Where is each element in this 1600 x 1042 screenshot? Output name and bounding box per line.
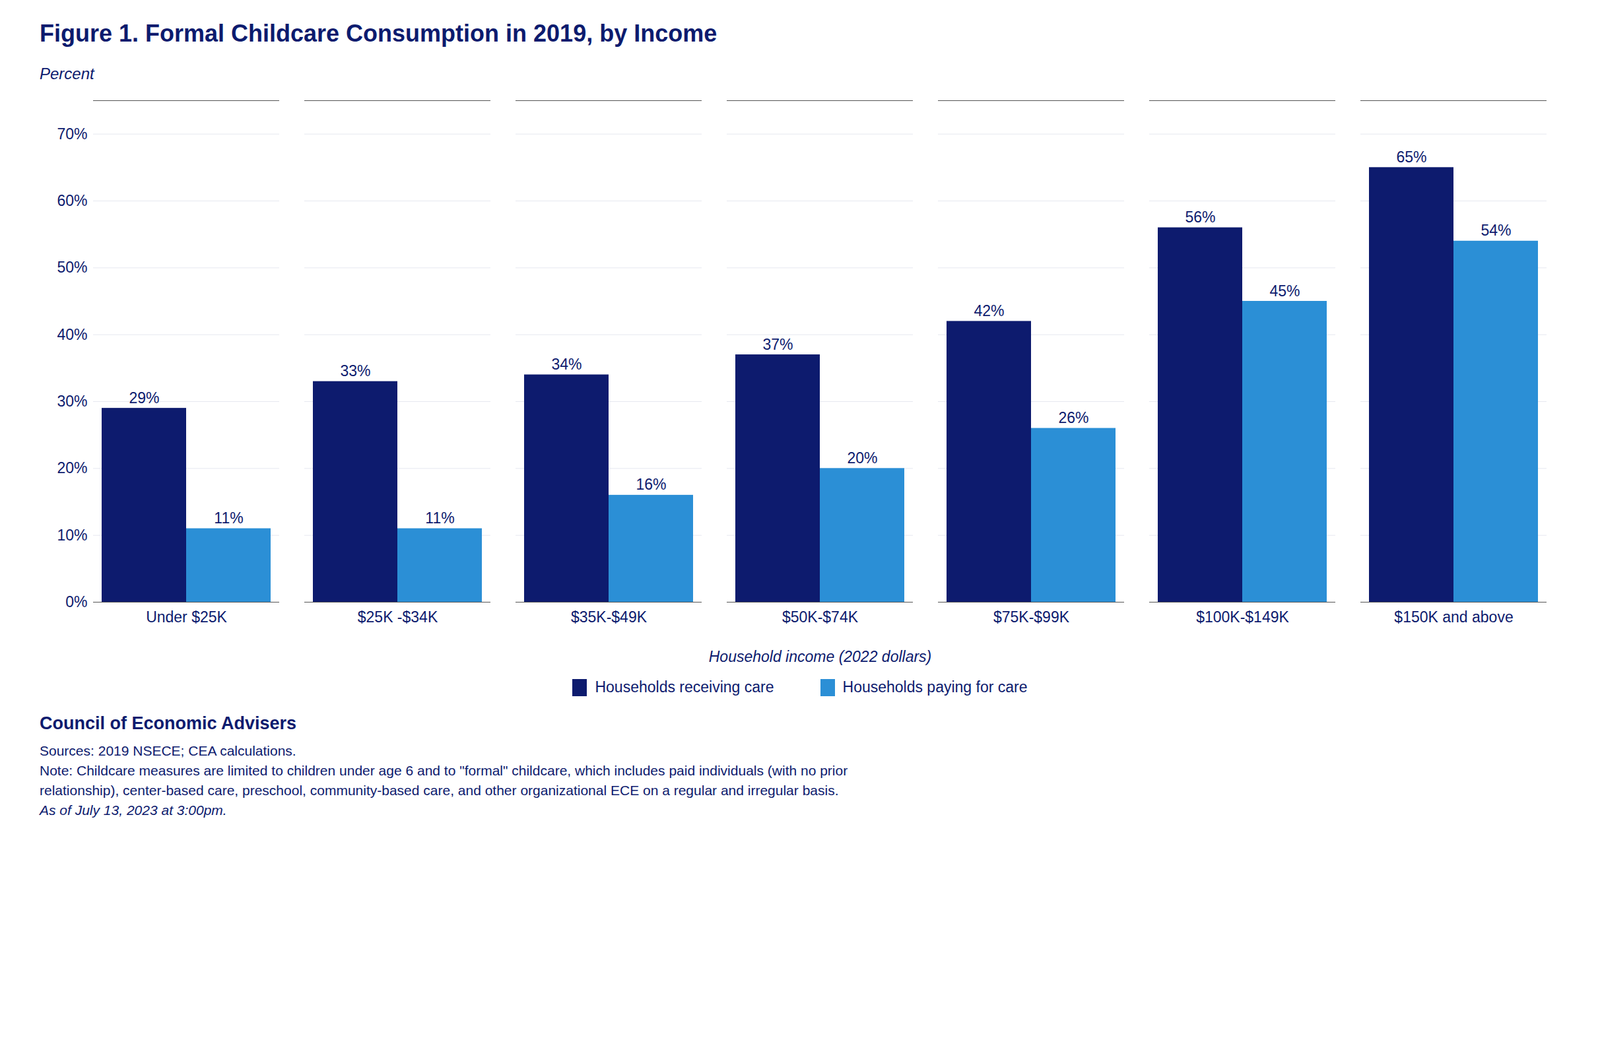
html-text:Council of Economic Advisers: Council of Economic Advisers (39, 713, 297, 734)
html-text:relationship), center-based ca: relationship), center-based care, presch… (39, 782, 839, 799)
svg-text:16%: 16% (635, 475, 667, 494)
svg-text:20%: 20% (56, 459, 88, 477)
svg-text:$100K-$149K: $100K-$149K (1196, 608, 1290, 626)
svg-text:42%: 42% (973, 302, 1004, 320)
svg-text:34%: 34% (551, 355, 582, 373)
html-text:Households paying for care: Households paying for care (842, 678, 1028, 696)
svg-text:$25K -$34K: $25K -$34K (357, 608, 439, 626)
svg-text:37%: 37% (762, 335, 793, 354)
svg-text:Under $25K: Under $25K (145, 608, 228, 626)
svg-text:$50K-$74K: $50K-$74K (782, 608, 859, 626)
svg-text:20%: 20% (846, 449, 878, 467)
html-text:Households receiving care: Households receiving care (595, 678, 774, 696)
svg-text:0%: 0% (65, 593, 88, 611)
svg-text:10%: 10% (56, 526, 88, 544)
html-text:As of July 13, 2023 at 3:00pm.: As of July 13, 2023 at 3:00pm. (39, 802, 227, 818)
svg-text:11%: 11% (213, 509, 243, 527)
html-text:Percent: Percent (39, 64, 95, 83)
svg-text:30%: 30% (56, 392, 88, 410)
svg-text:11%: 11% (425, 509, 455, 527)
svg-text:50%: 50% (56, 258, 88, 276)
svg-text:$75K-$99K: $75K-$99K (993, 608, 1070, 626)
svg-text:56%: 56% (1184, 208, 1216, 226)
html-text:Note: Childcare measures are l: Note: Childcare measures are limited to … (39, 763, 848, 779)
svg-text:33%: 33% (339, 362, 371, 380)
svg-text:$35K-$49K: $35K-$49K (570, 608, 648, 626)
svg-text:40%: 40% (56, 326, 88, 344)
svg-text:70%: 70% (56, 125, 88, 143)
svg-text:$150K and above: $150K and above (1394, 608, 1513, 626)
html-text:Figure 1. Formal Childcare Con: Figure 1. Formal Childcare Consumption i… (39, 19, 717, 47)
html-text:Sources: 2019 NSECE; CEA calcu: Sources: 2019 NSECE; CEA calculations. (39, 743, 297, 759)
svg-text:26%: 26% (1058, 409, 1089, 427)
svg-text:65%: 65% (1396, 148, 1427, 166)
svg-text:54%: 54% (1480, 221, 1511, 239)
svg-text:60%: 60% (56, 192, 88, 210)
svg-text:Household income (2022 dollars: Household income (2022 dollars) (708, 648, 933, 666)
svg-text:29%: 29% (128, 389, 160, 407)
svg-text:45%: 45% (1269, 282, 1300, 300)
